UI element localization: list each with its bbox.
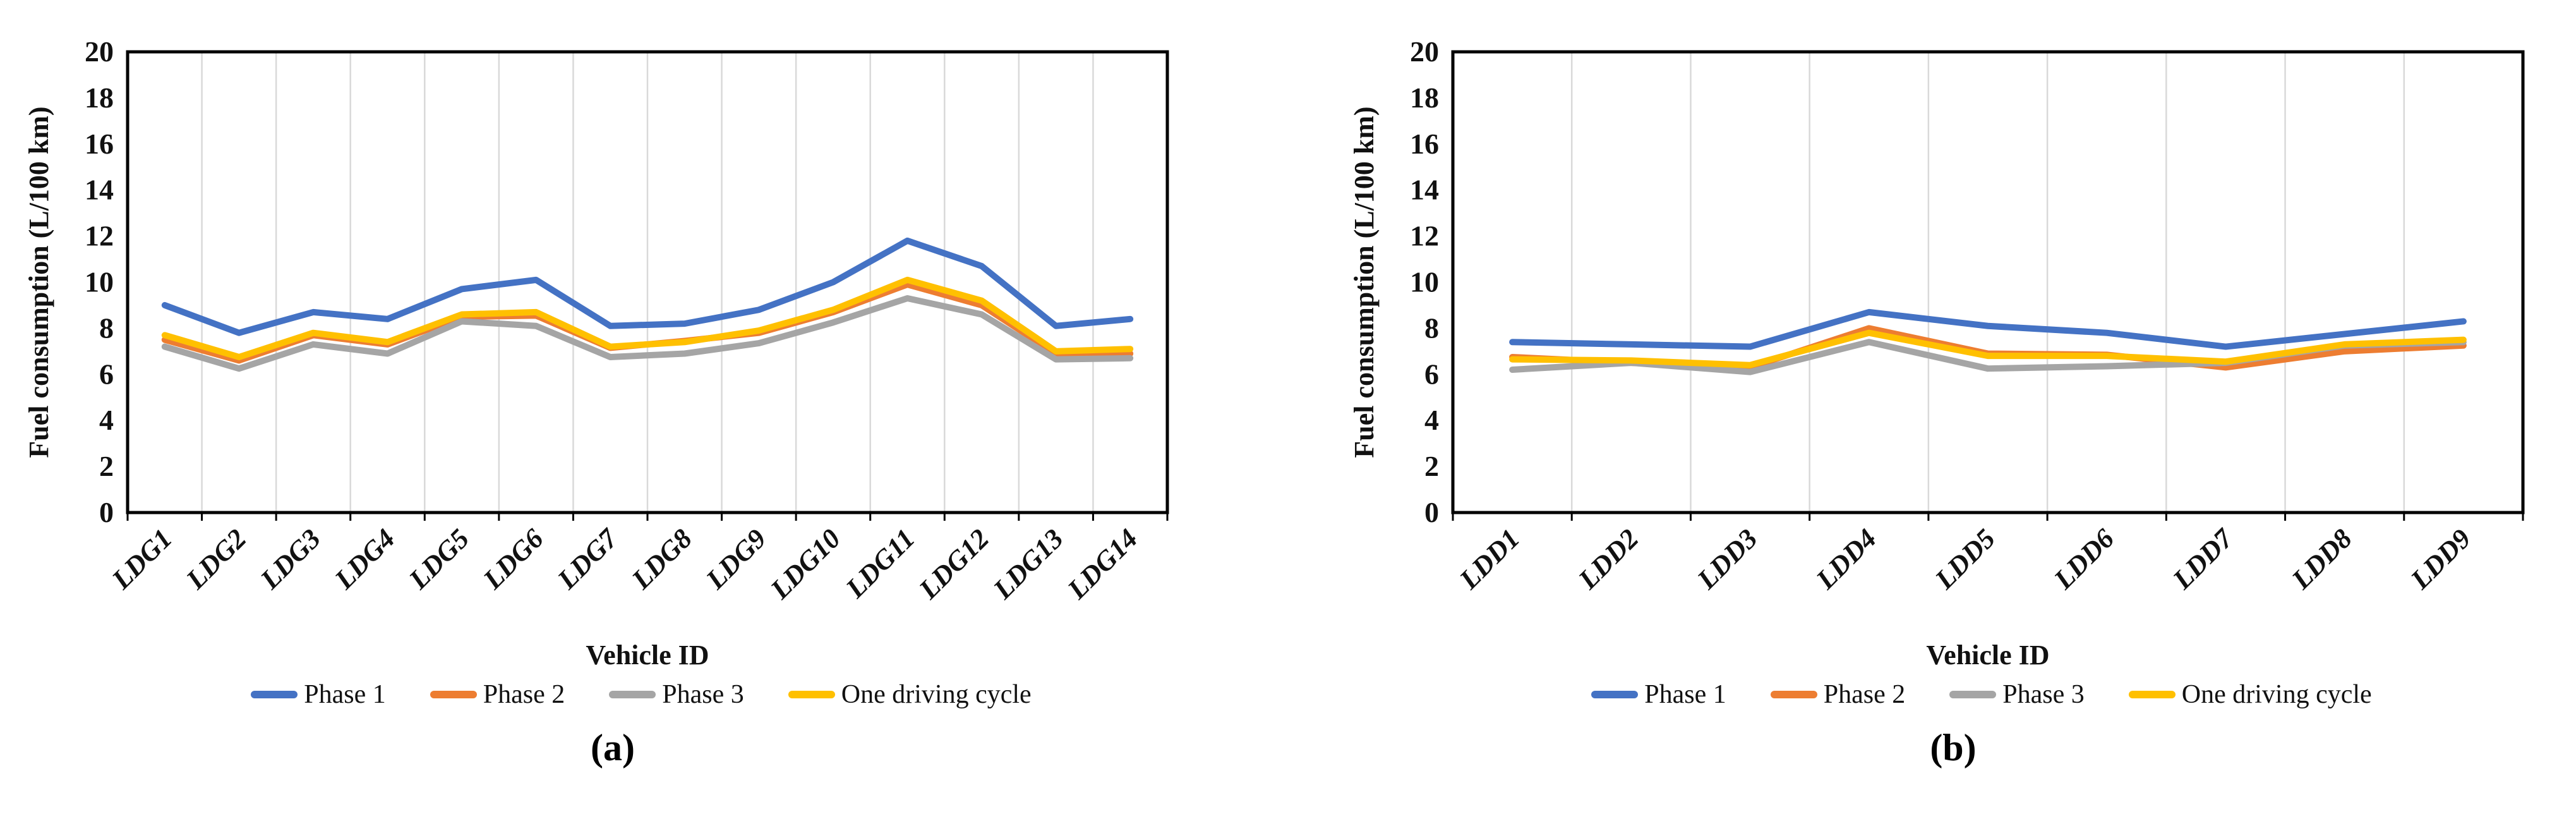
x-tick-label: LDG2: [180, 523, 253, 595]
y-tick-label: 6: [1424, 358, 1439, 390]
x-axis-title: Vehicle ID: [586, 640, 709, 671]
series-line-one-driving-cycle: [161, 276, 1134, 360]
x-tick-label: LDG1: [105, 523, 178, 595]
legend-item-phase-1: Phase 1: [1591, 679, 1726, 710]
legend-label-phase-1: Phase 1: [304, 680, 386, 709]
y-tick-label: 12: [1410, 220, 1439, 252]
x-axis-title: Vehicle ID: [1926, 640, 2049, 671]
y-tick-label: 2: [1424, 450, 1439, 482]
y-tick-label: 8: [99, 312, 114, 344]
line-chart-b: 0 2 4 6 8 10 12 14 16 18 20 LDD1 LDD2 LDD3 LDD4 LDD5 LDD…: [1349, 35, 2525, 671]
legend-swatch-phase-2: [430, 691, 477, 698]
x-tick-label: LDG9: [700, 523, 773, 595]
caption-a: (a): [591, 727, 635, 768]
y-tick-label: 14: [85, 174, 114, 206]
x-tick-label: LDG3: [254, 523, 327, 595]
y-tick-label: 16: [85, 128, 114, 160]
y-tick-label: 18: [85, 82, 114, 114]
legend-item-phase-3: Phase 3: [609, 679, 744, 710]
legend-label-one-driving-cycle: One driving cycle: [2181, 680, 2372, 709]
legend-b: Phase 1 Phase 2 Phase 3 One driving cycle: [1344, 679, 2562, 710]
y-tick-label: 10: [1410, 266, 1439, 298]
plot-border: [1451, 50, 2525, 514]
x-tick-label: LDG4: [328, 523, 401, 595]
x-tick-label: LDG13: [987, 523, 1069, 605]
y-tick-label: 20: [85, 35, 114, 68]
legend-label-phase-2: Phase 2: [1823, 680, 1906, 709]
y-tick-label: 8: [1424, 312, 1439, 344]
chart-panel-a: 0 2 4 6 8 10 12 14 16 18 20 LDG1 LDG2 LDG3 LDG4 LDG5 LDG…: [19, 13, 1207, 770]
legend-label-phase-3: Phase 3: [662, 680, 744, 709]
legend-label-phase-1: Phase 1: [1644, 680, 1726, 709]
legend-label-one-driving-cycle: One driving cycle: [841, 680, 1032, 709]
x-tick-label: LDG5: [402, 523, 475, 595]
x-tick-label: LDG6: [477, 523, 550, 595]
x-tick-label: LDG14: [1061, 523, 1143, 605]
x-tick-label: LDD9: [2404, 523, 2477, 595]
legend-swatch-phase-1: [251, 691, 298, 698]
legend-swatch-one-driving-cycle: [2128, 691, 2176, 698]
chart-panel-b: 0 2 4 6 8 10 12 14 16 18 20 LDD1 LDD2 LDD3 LDD4 LDD5 LDD…: [1344, 13, 2562, 770]
legend-a: Phase 1 Phase 2 Phase 3 One driving cycle: [19, 679, 1207, 710]
legend-swatch-phase-3: [1949, 691, 1997, 698]
y-tick-label: 2: [99, 450, 114, 482]
legend-swatch-phase-1: [1591, 691, 1639, 698]
x-tick-label: LDD3: [1691, 523, 1764, 595]
y-tick-label: 10: [85, 266, 114, 298]
x-tick-label: LDD6: [2047, 523, 2120, 595]
series-line-phase-1: [161, 237, 1134, 336]
plot-border: [126, 50, 1169, 514]
legend-item-phase-1: Phase 1: [251, 679, 386, 710]
legend-swatch-phase-2: [1770, 691, 1817, 698]
y-axis-title: Fuel consumption (L/100 km): [23, 106, 54, 458]
legend-item-phase-2: Phase 2: [1770, 679, 1906, 710]
y-tick-label: 4: [99, 404, 114, 436]
x-tick-label: LDD2: [1572, 523, 1645, 595]
series-line-phase-3: [161, 295, 1134, 372]
y-tick-label: 0: [99, 496, 114, 528]
y-axis-title: Fuel consumption (L/100 km): [1349, 106, 1380, 458]
x-tick-label: LDG12: [913, 523, 995, 605]
legend-swatch-one-driving-cycle: [788, 691, 835, 698]
y-tick-label: 14: [1410, 174, 1439, 206]
legend-item-one-driving-cycle: One driving cycle: [2128, 679, 2372, 710]
legend-swatch-phase-3: [609, 691, 656, 698]
y-tick-label: 0: [1424, 496, 1439, 528]
x-tick-label: LDD5: [1929, 523, 2001, 595]
y-tick-label: 18: [1410, 82, 1439, 114]
series-line-phase-1: [1509, 308, 2467, 350]
legend-item-phase-2: Phase 2: [430, 679, 565, 710]
caption-b: (b): [1930, 727, 1977, 768]
legend-item-phase-3: Phase 3: [1949, 679, 2085, 710]
x-tick-label: LDG7: [551, 522, 624, 595]
y-tick-label: 20: [1410, 35, 1439, 68]
x-tick-label: LDD7: [2167, 522, 2240, 595]
x-tick-label: LDG8: [625, 523, 698, 595]
x-tick-label: LDD1: [1453, 523, 1526, 595]
legend-label-phase-3: Phase 3: [2002, 680, 2085, 709]
y-tick-label: 12: [85, 220, 114, 252]
x-tick-label: LDG11: [840, 523, 921, 604]
series-line-one-driving-cycle: [1509, 329, 2467, 368]
y-tick-label: 16: [1410, 128, 1439, 160]
x-tick-label: LDG10: [764, 523, 846, 605]
legend-label-phase-2: Phase 2: [483, 680, 565, 709]
legend-item-one-driving-cycle: One driving cycle: [788, 679, 1032, 710]
x-tick-label: LDD4: [1810, 523, 1882, 595]
y-tick-label: 6: [99, 358, 114, 390]
x-tick-label: LDD8: [2285, 523, 2358, 595]
y-tick-label: 4: [1424, 404, 1439, 436]
